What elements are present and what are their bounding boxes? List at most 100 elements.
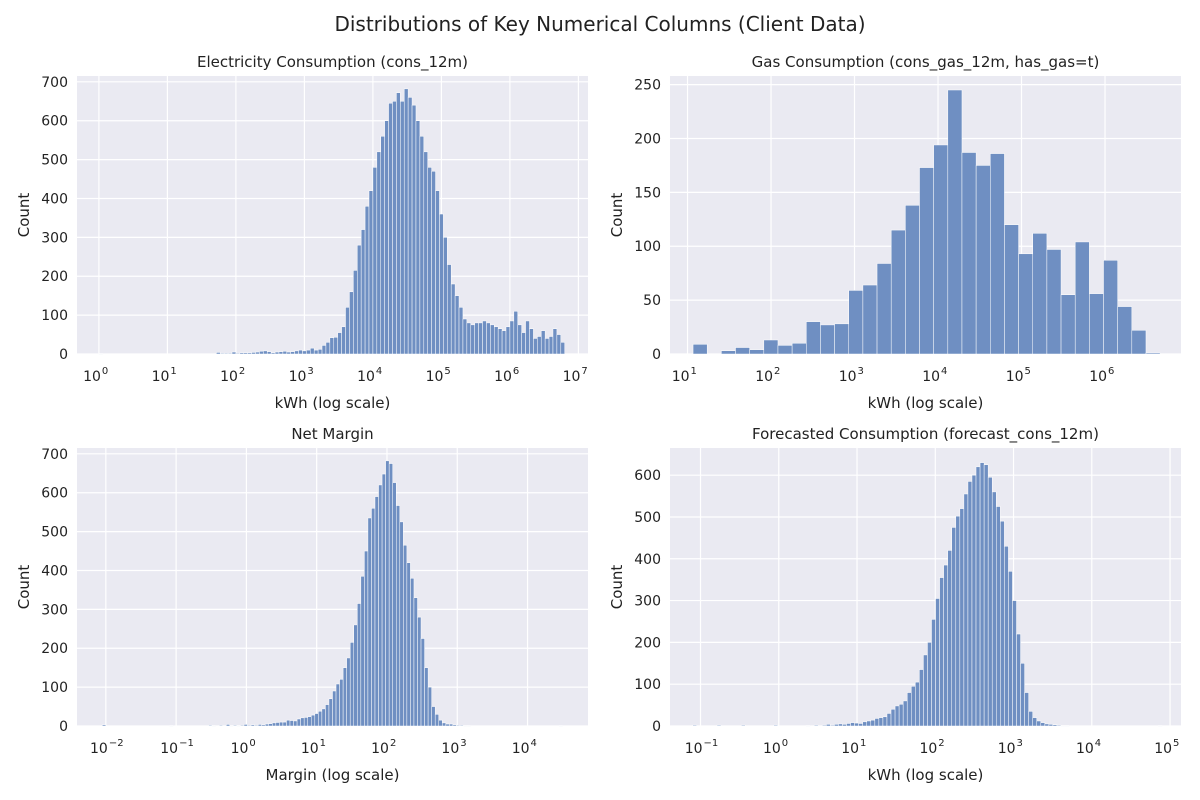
x-tick-base: 10 (839, 369, 857, 385)
histogram-bar (259, 351, 264, 355)
histogram-bar (264, 723, 270, 727)
histogram-bar (314, 713, 319, 727)
histogram-bar (307, 716, 312, 727)
x-tick-exponent: 2 (938, 738, 944, 749)
histogram-bar (335, 683, 340, 727)
histogram-bar (826, 724, 831, 727)
histogram-bar (911, 686, 916, 727)
histogram-bar (321, 708, 326, 727)
histogram-bar (372, 167, 378, 355)
histogram-bar (435, 190, 440, 355)
histogram-bar (848, 290, 864, 355)
x-tick-exponent: 4 (531, 738, 537, 749)
histogram-bar (463, 725, 468, 727)
x-tick-exponent: 3 (460, 738, 466, 749)
histogram-bar (878, 717, 884, 727)
histogram-bar (427, 167, 432, 355)
histogram-bar (552, 328, 558, 355)
histogram-bar (357, 244, 362, 355)
y-tick-label: 400 (41, 191, 68, 207)
histogram-bar (346, 657, 351, 727)
x-tick-exponent: 3 (307, 366, 313, 377)
histogram-bar (850, 722, 855, 727)
x-tick-base: 10 (512, 741, 530, 757)
x-tick-exponent: 1 (320, 738, 326, 749)
x-tick-base: 10 (152, 369, 170, 385)
x-tick-exponent: 5 (1173, 738, 1179, 749)
histogram-bar (388, 463, 393, 727)
histogram-bar (317, 349, 323, 355)
x-tick-exponent: 4 (376, 366, 382, 377)
histogram-bar (229, 725, 234, 727)
histogram-bar (227, 352, 233, 355)
histogram-bar (996, 506, 1001, 727)
histogram-bar (325, 342, 331, 355)
histogram-bar (274, 351, 280, 355)
histogram-bar (791, 342, 807, 355)
histogram-bar (692, 344, 708, 355)
x-tick-base: 10 (998, 741, 1016, 757)
histogram-bar (302, 350, 307, 355)
x-tick-exponent: 2 (774, 366, 780, 377)
histogram-bar (1052, 724, 1058, 727)
histogram-bar (466, 322, 472, 355)
histogram-bar (306, 349, 311, 355)
histogram-bar (333, 337, 338, 355)
histogram-bar (716, 724, 722, 727)
x-tick-exponent: 4 (1095, 738, 1101, 749)
histogram-bar (424, 667, 429, 727)
x-tick-base: 10 (441, 741, 459, 757)
histogram-bar (805, 725, 811, 727)
histogram-bar (286, 351, 291, 355)
x-tick-exponent: −2 (109, 738, 124, 749)
histogram-bar (967, 481, 973, 727)
histogram-bar (894, 705, 900, 727)
histogram-bar (1008, 571, 1013, 727)
histogram-bar (380, 136, 385, 355)
x-tick-exponent: 2 (239, 366, 245, 377)
histogram-bar (403, 544, 408, 727)
histogram-bar (325, 704, 330, 727)
y-tick-label: 0 (59, 347, 68, 363)
histogram-bar (360, 576, 365, 727)
x-tick-exponent: 0 (782, 738, 788, 749)
histogram-bar (533, 338, 538, 355)
histogram-bar (257, 724, 262, 727)
histogram-bar (239, 352, 244, 355)
histogram-bar (939, 577, 944, 727)
histogram-bar (384, 120, 389, 355)
histogram-bar (529, 328, 534, 355)
histogram-bar (1048, 724, 1054, 727)
histogram-bar (915, 681, 920, 727)
histogram-bar (243, 352, 248, 355)
x-tick-exponent: 0 (102, 366, 108, 377)
histogram-bar (311, 714, 316, 727)
histogram-bar (392, 482, 397, 727)
histogram-bar (392, 101, 397, 355)
x-tick-base: 10 (426, 369, 444, 385)
x-tick-base: 10 (672, 369, 690, 385)
histogram-bar (385, 460, 390, 727)
histogram-bar (240, 724, 245, 727)
x-tick-exponent: 1 (170, 366, 176, 377)
x-tick-base: 10 (289, 369, 307, 385)
histogram-bar (293, 720, 298, 727)
histogram-bar (329, 337, 335, 355)
histogram-bar (1089, 293, 1104, 355)
histogram-bar (447, 264, 452, 355)
histogram-bar (923, 654, 928, 727)
histogram-bar (902, 700, 908, 727)
y-tick-label: 500 (634, 510, 661, 526)
histogram-bar (413, 597, 418, 727)
histogram-bar (431, 706, 436, 727)
histogram-bar (505, 326, 511, 355)
histogram-bar (406, 562, 411, 727)
histogram-bar (216, 352, 221, 355)
histogram-bar (266, 351, 272, 355)
histogram-bar (991, 491, 997, 727)
x-tick-exponent: 0 (249, 738, 255, 749)
y-tick-label: 600 (41, 486, 68, 502)
histogram-bar (169, 725, 174, 727)
histogram-bar (474, 322, 479, 355)
histogram-bar (975, 165, 991, 355)
